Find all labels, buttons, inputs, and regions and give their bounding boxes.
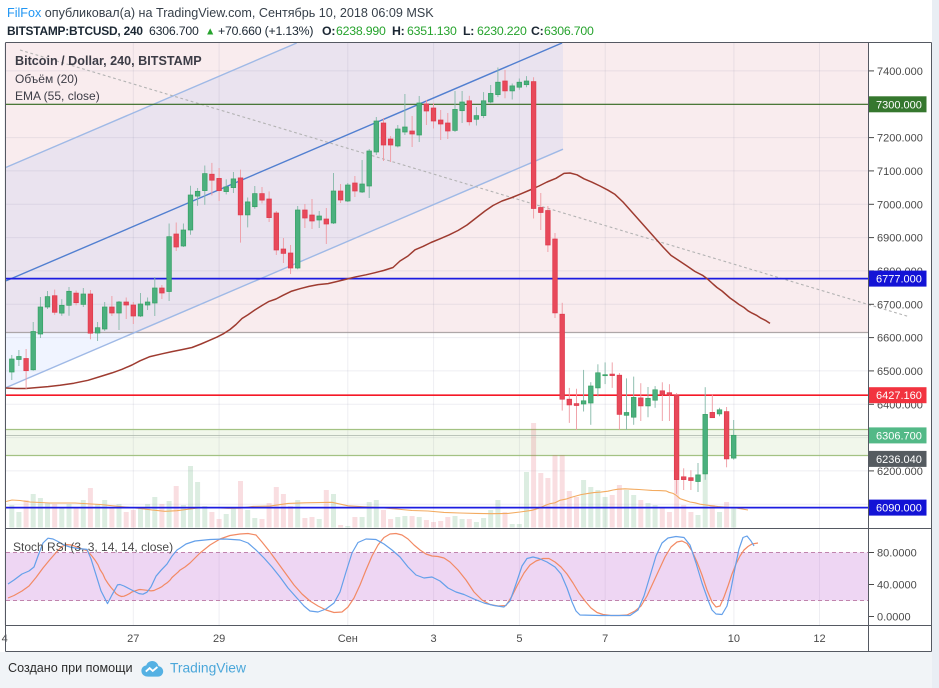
svg-text:6306.700: 6306.700	[149, 24, 199, 38]
svg-text:4: 4	[2, 633, 8, 645]
svg-text:6200.000: 6200.000	[877, 466, 923, 478]
svg-text:6306.700: 6306.700	[544, 24, 594, 38]
svg-text:BITSTAMP:BTCUSD, 240: BITSTAMP:BTCUSD, 240	[7, 24, 143, 38]
svg-text:40.0000: 40.0000	[877, 580, 917, 592]
svg-text:6600.000: 6600.000	[877, 333, 923, 345]
svg-text:0.0000: 0.0000	[877, 612, 911, 624]
svg-text:6306.700: 6306.700	[876, 430, 922, 442]
svg-text:H:: H:	[392, 24, 405, 38]
svg-text:7300.000: 7300.000	[876, 99, 922, 111]
svg-text:6900.000: 6900.000	[877, 233, 923, 245]
svg-text:12: 12	[813, 633, 825, 645]
svg-text:+70.660 (+1.13%): +70.660 (+1.13%)	[218, 24, 313, 38]
svg-text:▲: ▲	[205, 26, 215, 38]
svg-text:29: 29	[213, 633, 225, 645]
svg-text:6230.220: 6230.220	[477, 24, 527, 38]
svg-text:L:: L:	[463, 24, 474, 38]
svg-text:TradingView: TradingView	[170, 661, 246, 676]
svg-text:7100.000: 7100.000	[877, 166, 923, 178]
svg-text:6351.130: 6351.130	[407, 24, 457, 38]
svg-text:80.0000: 80.0000	[877, 548, 917, 560]
svg-text:5: 5	[516, 633, 522, 645]
svg-text:10: 10	[728, 633, 740, 645]
svg-text:6238.990: 6238.990	[336, 24, 386, 38]
svg-text:6427.160: 6427.160	[876, 390, 922, 402]
svg-text:C:: C:	[531, 24, 544, 38]
svg-text:6236.040: 6236.040	[876, 454, 922, 466]
svg-text:6090.000: 6090.000	[876, 503, 922, 515]
svg-text:Bitcoin / Dollar, 240, BITSTAM: Bitcoin / Dollar, 240, BITSTAMP	[15, 54, 202, 68]
svg-text:7: 7	[602, 633, 608, 645]
svg-text:27: 27	[127, 633, 139, 645]
svg-text:7400.000: 7400.000	[877, 66, 923, 78]
svg-text:Stoch RSI (3, 3, 14, 14, close: Stoch RSI (3, 3, 14, 14, close)	[13, 540, 173, 554]
svg-text:6500.000: 6500.000	[877, 366, 923, 378]
svg-text:FilFox опубликовал(а) на Tradi: FilFox опубликовал(а) на TradingView.com…	[7, 6, 434, 20]
svg-text:6777.000: 6777.000	[876, 274, 922, 286]
svg-text:3: 3	[431, 633, 437, 645]
svg-text:7000.000: 7000.000	[877, 199, 923, 211]
svg-text:Объём (20): Объём (20)	[15, 72, 78, 86]
svg-text:Сен: Сен	[338, 633, 358, 645]
svg-text:7200.000: 7200.000	[877, 133, 923, 145]
svg-text:6700.000: 6700.000	[877, 299, 923, 311]
svg-text:EMA (55, close): EMA (55, close)	[15, 89, 100, 103]
svg-text:O:: O:	[322, 24, 335, 38]
svg-text:Создано при помощи: Создано при помощи	[8, 661, 133, 675]
